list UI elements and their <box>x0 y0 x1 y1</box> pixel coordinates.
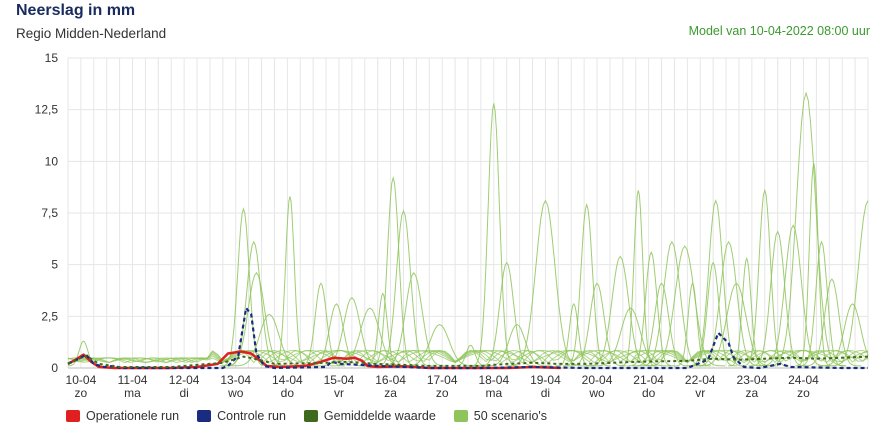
legend-swatch-average <box>303 410 318 422</box>
scenario-line <box>758 224 828 367</box>
x-tick-date: 24-04 <box>788 373 819 387</box>
scenario-line <box>632 282 691 367</box>
scenario-line <box>627 251 676 367</box>
x-tick-day: do <box>642 386 656 400</box>
x-tick-day: wo <box>227 386 244 400</box>
chart-title: Neerslag in mm <box>16 2 136 19</box>
legend-item-control[interactable]: Controle run <box>197 409 286 423</box>
legend-label-control: Controle run <box>217 409 286 423</box>
x-tick-day: zo <box>75 386 88 400</box>
scenario-line <box>296 282 345 367</box>
scenario-line <box>748 230 808 367</box>
x-tick-date: 20-04 <box>582 373 613 387</box>
y-tick-label: 7,5 <box>41 206 58 220</box>
scenario-line <box>802 278 862 367</box>
scenario-line <box>728 256 766 367</box>
x-tick-day: ma <box>485 386 502 400</box>
y-tick-label: 5 <box>51 258 58 272</box>
legend-item-scenarios[interactable]: 50 scenario's <box>453 409 548 423</box>
x-tick-day: vr <box>695 386 705 400</box>
y-tick-label: 2,5 <box>41 309 58 323</box>
x-tick-date: 15-04 <box>324 373 355 387</box>
legend-label-scenarios: 50 scenario's <box>473 409 548 423</box>
x-tick-day: zo <box>436 386 449 400</box>
scenario-line <box>562 202 611 367</box>
x-tick-day: do <box>281 386 295 400</box>
legend-swatch-control <box>197 410 212 422</box>
scenario-line <box>374 209 433 367</box>
legend-swatch-operational <box>66 410 80 422</box>
scenario-line <box>827 200 869 367</box>
scenario-line <box>696 282 777 367</box>
legend-item-average[interactable]: Gemiddelde waarde <box>303 409 436 423</box>
x-tick-day: za <box>746 386 759 400</box>
x-tick-date: 21-04 <box>633 373 664 387</box>
scenario-line <box>379 272 449 367</box>
y-tick-label: 12,5 <box>35 103 59 117</box>
legend-label-average: Gemiddelde waarde <box>323 409 436 423</box>
y-tick-label: 10 <box>45 154 59 168</box>
scenario-line <box>229 313 310 367</box>
scenario-line <box>399 324 480 367</box>
model-timestamp: Model van 10-04-2022 08:00 uur <box>688 24 870 38</box>
x-tick-date: 23-04 <box>737 373 768 387</box>
x-tick-day: di <box>541 386 550 400</box>
x-tick-day: vr <box>334 386 344 400</box>
x-tick-date: 10-04 <box>66 373 97 387</box>
scenario-line <box>219 207 268 367</box>
legend-label-operational: Operationele run <box>86 409 180 423</box>
scenario-line <box>817 303 869 367</box>
scenario-line <box>693 240 764 367</box>
x-tick-day: ma <box>124 386 141 400</box>
chart-subtitle: Regio Midden-Nederland <box>16 26 167 41</box>
legend-item-operational[interactable]: Operationele run <box>66 409 179 423</box>
x-tick-date: 18-04 <box>478 373 509 387</box>
x-tick-date: 13-04 <box>220 373 251 387</box>
x-tick-date: 12-04 <box>169 373 200 387</box>
scenario-line <box>797 240 846 367</box>
x-tick-date: 17-04 <box>427 373 458 387</box>
scenario-line <box>271 196 309 367</box>
x-tick-date: 11-04 <box>118 373 148 387</box>
x-tick-day: za <box>384 386 397 400</box>
x-tick-day: di <box>179 386 188 400</box>
x-tick-date: 22-04 <box>685 373 716 387</box>
y-tick-label: 0 <box>51 361 58 375</box>
scenario-line <box>590 307 671 367</box>
y-tick-label: 15 <box>45 51 59 65</box>
x-tick-day: zo <box>797 386 810 400</box>
chart-legend: Operationele run Controle run Gemiddelde… <box>66 409 565 423</box>
scenario-line <box>740 188 789 367</box>
x-tick-day: wo <box>588 386 605 400</box>
x-tick-date: 16-04 <box>375 373 406 387</box>
x-tick-date: 14-04 <box>272 373 303 387</box>
scenario-line <box>67 349 869 364</box>
legend-swatch-scenarios <box>453 410 468 422</box>
scenario-line <box>67 349 869 364</box>
x-tick-date: 19-04 <box>530 373 561 387</box>
